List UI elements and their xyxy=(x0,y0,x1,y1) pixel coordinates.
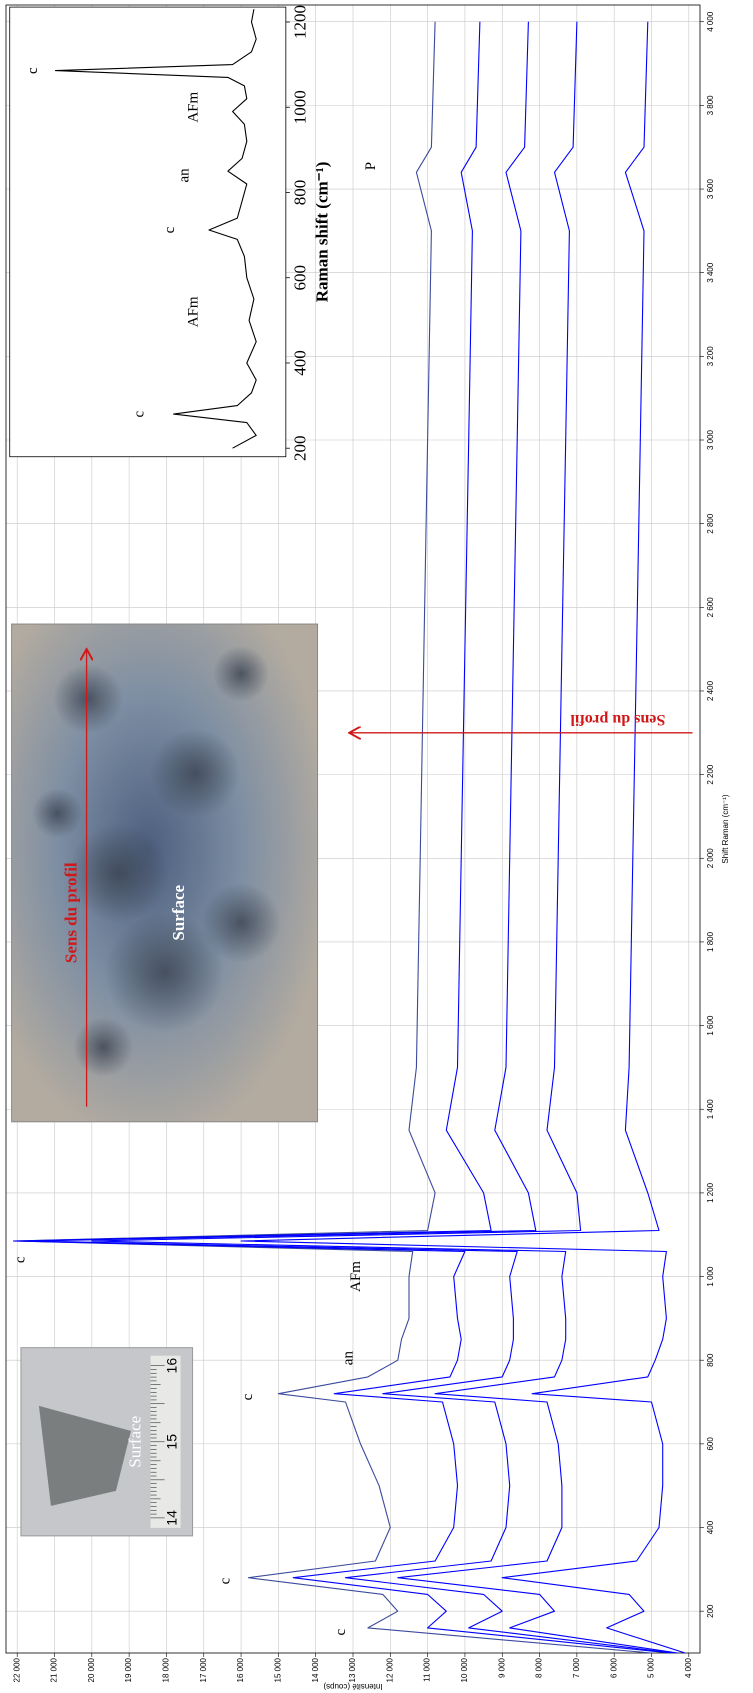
profile-label: Sens du profil xyxy=(570,711,665,728)
x-tick-label: 2 000 xyxy=(706,848,715,869)
x-tick-label: 4 000 xyxy=(706,11,715,32)
x-tick-label: 1 200 xyxy=(706,1182,715,1203)
x-axis-title: Shift Raman (cm⁻¹) xyxy=(721,794,730,863)
x-tick-label: 2 400 xyxy=(706,680,715,701)
peak-annotation: an xyxy=(341,1351,357,1366)
x-tick-label: 2 200 xyxy=(706,764,715,785)
y-tick-label: 14 000 xyxy=(311,1657,320,1682)
spectrum-line xyxy=(240,21,686,1654)
y-tick-label: 17 000 xyxy=(199,1657,208,1682)
photo-spot xyxy=(53,663,124,734)
x-tick-label: 2 600 xyxy=(706,597,715,618)
inset-x-tick-label: 1200 xyxy=(291,5,310,39)
inset-x-tick-label: 200 xyxy=(291,435,310,461)
photo-spot xyxy=(104,912,225,1033)
y-tick-label: 12 000 xyxy=(385,1657,394,1682)
y-tick-label: 10 000 xyxy=(460,1657,469,1682)
inset-x-axis-title: Raman shift (cm⁻¹) xyxy=(313,162,332,303)
inset-annotation: c xyxy=(25,67,41,74)
y-tick-label: 15 000 xyxy=(273,1657,282,1682)
inset-annotation: AFm xyxy=(186,91,202,122)
x-tick-label: 1 400 xyxy=(706,1099,715,1120)
y-tick-label: 9 000 xyxy=(497,1657,506,1678)
y-tick-label: 20 000 xyxy=(87,1657,96,1682)
y-tick-label: 8 000 xyxy=(535,1657,544,1678)
photo-spot xyxy=(68,822,169,923)
x-tick-label: 800 xyxy=(706,1353,715,1367)
sample-piece xyxy=(38,1405,131,1506)
ruler-label: 15 xyxy=(163,1434,179,1450)
x-tick-label: 1 600 xyxy=(706,1015,715,1036)
peak-annotation: AFm xyxy=(348,1261,364,1292)
inset-frame xyxy=(9,6,287,458)
x-tick-label: 400 xyxy=(706,1520,715,1534)
y-tick-label: 21 000 xyxy=(50,1657,59,1682)
plot-frame xyxy=(5,4,701,1654)
peak-annotation: c xyxy=(333,1628,349,1635)
ruler-label: 16 xyxy=(163,1358,179,1374)
photo-spot xyxy=(73,1017,134,1078)
photo-surface-label: Surface xyxy=(169,884,188,940)
spectrum-line xyxy=(12,21,671,1654)
ruler-label: 14 xyxy=(163,1510,179,1526)
y-axis-title: Intensité (coups) xyxy=(323,1682,382,1691)
y-tick-label: 19 000 xyxy=(124,1657,133,1682)
ruler xyxy=(150,1355,181,1528)
y-tick-label: 7 000 xyxy=(572,1657,581,1678)
photo-arrow-label: Sens du profil xyxy=(62,862,81,963)
y-tick-label: 11 000 xyxy=(423,1657,432,1681)
y-tick-label: 4 000 xyxy=(684,1657,693,1678)
spectrum-line xyxy=(35,21,674,1654)
x-tick-label: 2 800 xyxy=(706,513,715,534)
peak-annotation: c xyxy=(240,1393,256,1400)
landscape-figure: 200 400 600 800 1 000 1 200 1 400 1 600 1 800 2 0… xyxy=(5,4,730,1691)
x-tick-label: 1 800 xyxy=(706,931,715,952)
x-tick-label: 3 400 xyxy=(706,262,715,283)
x-tick-label: 3 600 xyxy=(706,178,715,199)
x-tick-label: 600 xyxy=(706,1437,715,1451)
y-tick-label: 22 000 xyxy=(12,1657,21,1682)
x-tick-label: 3 800 xyxy=(706,95,715,116)
spectrum-line xyxy=(54,9,257,449)
inset-annotation: c xyxy=(162,226,178,233)
x-tick-label: 200 xyxy=(706,1604,715,1618)
y-tick-label: 6 000 xyxy=(609,1657,618,1678)
photo-spot xyxy=(150,728,241,819)
inset-annotation: an xyxy=(176,168,192,183)
spectrum-line xyxy=(91,21,678,1654)
peak-annotation: c xyxy=(218,1577,234,1584)
sample-label: Surface xyxy=(125,1416,144,1468)
inset-annotation: c xyxy=(131,410,147,417)
inset-x-tick-label: 400 xyxy=(291,350,310,376)
inset-x-tick-label: 800 xyxy=(291,180,310,206)
y-tick-label: 18 000 xyxy=(162,1657,171,1682)
x-tick-label: 1 000 xyxy=(706,1266,715,1287)
y-tick-label: 16 000 xyxy=(236,1657,245,1682)
photo-spot xyxy=(201,882,282,963)
peak-annotation: c xyxy=(12,1256,28,1263)
x-tick-label: 3 000 xyxy=(706,429,715,450)
photo-spot xyxy=(213,645,270,702)
inset-x-tick-label: 1000 xyxy=(291,90,310,124)
inset-x-tick-label: 600 xyxy=(291,265,310,291)
x-tick-label: 3 200 xyxy=(706,346,715,367)
spectrum-line xyxy=(12,21,652,1654)
peak-annotation: P xyxy=(363,162,379,170)
y-tick-label: 13 000 xyxy=(348,1657,357,1682)
inset-annotation: AFm xyxy=(186,296,202,327)
photo-spot xyxy=(32,788,83,839)
y-tick-label: 5 000 xyxy=(647,1657,656,1678)
